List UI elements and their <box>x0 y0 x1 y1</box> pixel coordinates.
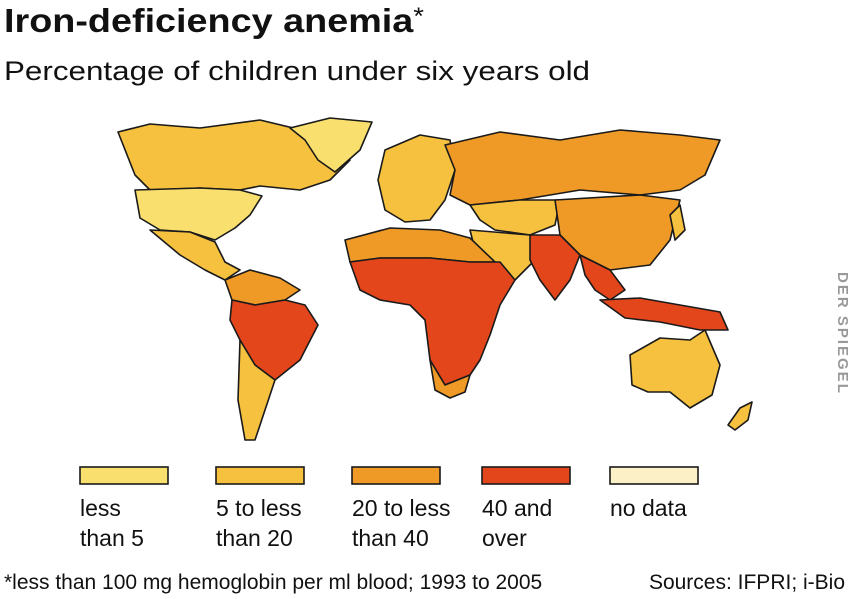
new-zealand <box>727 401 753 431</box>
southern-cone <box>237 339 276 441</box>
title: Iron-deficiency anemia * <box>4 2 424 39</box>
legend-swatch <box>79 466 169 485</box>
legend-label: than 20 <box>216 525 293 551</box>
legend-label: 20 to less <box>352 495 450 521</box>
title-mark: * <box>413 3 424 30</box>
legend-swatch <box>215 466 305 485</box>
world-map <box>117 117 753 441</box>
legend-swatch <box>609 466 699 485</box>
legend-label: no data <box>610 495 687 521</box>
russia <box>444 129 721 206</box>
sub-saharan-africa <box>349 257 516 386</box>
mexico-central-america <box>149 229 241 281</box>
usa <box>134 187 263 241</box>
northern-south-america <box>224 269 301 306</box>
legend-label: than 40 <box>352 525 429 551</box>
subtitle: Percentage of children under six years o… <box>4 56 590 86</box>
legend: less than 5 5 to less than 20 20 to less than… <box>79 466 699 551</box>
legend-swatch <box>481 466 571 485</box>
central-asia <box>469 199 561 236</box>
indonesia <box>599 297 729 331</box>
greenland <box>289 117 373 173</box>
legend-swatch <box>351 466 441 485</box>
southern-africa <box>429 359 471 399</box>
footnote: *less than 100 mg hemoglobin per ml bloo… <box>4 571 542 594</box>
title-text: Iron-deficiency anemia <box>4 2 414 39</box>
watermark: DER SPIEGEL <box>834 272 850 395</box>
sources: Sources: IFPRI; i-Bio <box>649 571 845 594</box>
south-asia <box>529 234 581 301</box>
australia <box>629 329 721 409</box>
japan <box>669 204 686 241</box>
legend-label: over <box>482 525 527 551</box>
legend-label: 40 and <box>482 495 552 521</box>
europe <box>377 134 456 223</box>
legend-label: less <box>80 495 121 521</box>
legend-label: than 5 <box>80 525 144 551</box>
legend-label: 5 to less <box>216 495 302 521</box>
